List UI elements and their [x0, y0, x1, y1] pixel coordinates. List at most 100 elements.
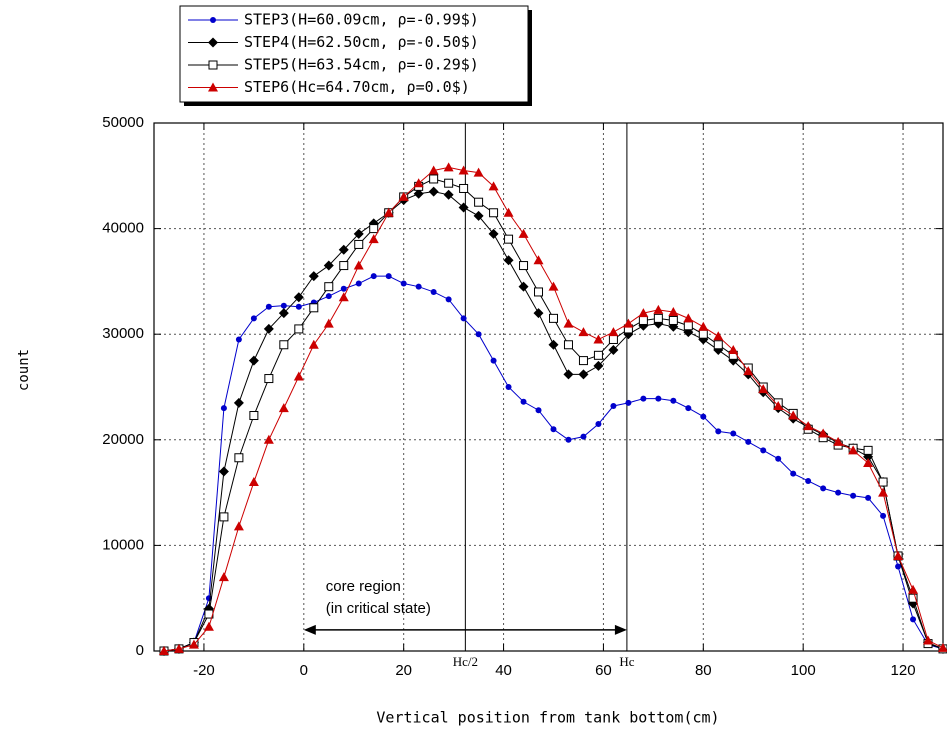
point — [308, 339, 319, 349]
y-tick-label: 50000 — [102, 114, 144, 131]
x-tick-label: 100 — [791, 662, 816, 679]
point — [294, 324, 304, 334]
point — [488, 228, 499, 239]
point — [234, 453, 244, 463]
point — [863, 458, 874, 468]
point — [354, 239, 364, 249]
y-tick-label: 30000 — [102, 325, 144, 342]
point — [218, 466, 229, 477]
point — [263, 323, 274, 334]
point — [593, 334, 604, 344]
point — [415, 283, 422, 290]
point — [608, 345, 619, 356]
point — [279, 340, 289, 350]
point — [265, 303, 272, 310]
point — [488, 181, 499, 191]
point — [220, 405, 227, 412]
point — [713, 331, 724, 341]
plot-frame — [153, 122, 944, 652]
point — [340, 285, 347, 292]
point — [293, 371, 304, 381]
point — [535, 407, 542, 414]
annotation: (in critical state) — [326, 600, 431, 617]
point — [923, 635, 934, 645]
point — [533, 308, 544, 319]
point — [413, 188, 424, 199]
point — [385, 273, 392, 280]
point — [730, 430, 737, 437]
point — [550, 426, 557, 433]
point — [474, 197, 484, 207]
point — [593, 360, 604, 371]
point — [473, 167, 484, 177]
point — [218, 572, 229, 582]
point — [233, 397, 244, 408]
x-tick-label: -20 — [193, 662, 215, 679]
point — [369, 224, 379, 234]
legend-label: STEP4(H=62.50cm, ρ=-0.50$) — [244, 33, 479, 51]
point — [548, 313, 558, 323]
point — [428, 186, 439, 197]
legend-label: STEP6(Hc=64.70cm, ρ=0.0$) — [244, 78, 470, 96]
x-tick-label: 120 — [891, 662, 916, 679]
point — [938, 642, 947, 652]
y-tick-label: 40000 — [102, 220, 144, 237]
point — [278, 308, 289, 319]
point — [278, 403, 289, 413]
point — [685, 405, 692, 412]
point — [280, 302, 287, 309]
point — [548, 339, 559, 350]
point — [803, 421, 814, 431]
point — [503, 207, 514, 217]
point — [578, 369, 589, 380]
x-tick-label: 20 — [395, 662, 412, 679]
point — [490, 357, 497, 364]
point — [475, 331, 482, 338]
point — [850, 492, 857, 499]
legend-label: STEP3(H=60.09cm, ρ=-0.99$) — [244, 11, 479, 29]
point — [323, 318, 334, 328]
point — [790, 470, 797, 477]
point — [428, 165, 439, 175]
point — [293, 292, 304, 303]
point — [458, 165, 469, 175]
point — [400, 280, 407, 287]
arrow-head — [614, 624, 627, 635]
point — [743, 366, 754, 376]
point — [368, 234, 379, 244]
point — [324, 282, 334, 292]
point — [610, 403, 617, 410]
point — [519, 261, 529, 271]
point — [325, 293, 332, 300]
point — [698, 329, 708, 339]
y-axis-label: count — [16, 349, 32, 391]
point — [820, 485, 827, 492]
point — [308, 271, 319, 282]
y-tick-label: 0 — [136, 642, 144, 659]
point — [623, 318, 634, 328]
point — [338, 244, 349, 255]
point — [578, 327, 589, 337]
y-tick-label: 20000 — [102, 431, 144, 448]
reference-label: Hc/2 — [453, 654, 478, 669]
x-tick-label: 0 — [300, 662, 308, 679]
point — [908, 584, 919, 594]
x-tick-label: 80 — [695, 662, 712, 679]
point — [459, 183, 469, 193]
point — [353, 260, 364, 270]
point — [715, 428, 722, 435]
point — [848, 445, 859, 455]
point — [548, 281, 559, 291]
point — [593, 350, 603, 360]
point — [518, 281, 529, 292]
y-tick-label: 10000 — [102, 536, 144, 553]
point — [805, 477, 812, 484]
point — [608, 334, 618, 344]
point — [683, 313, 694, 323]
point — [460, 315, 467, 322]
point — [745, 438, 752, 445]
arrow-head — [303, 624, 316, 635]
point — [638, 308, 649, 318]
point — [413, 178, 424, 188]
